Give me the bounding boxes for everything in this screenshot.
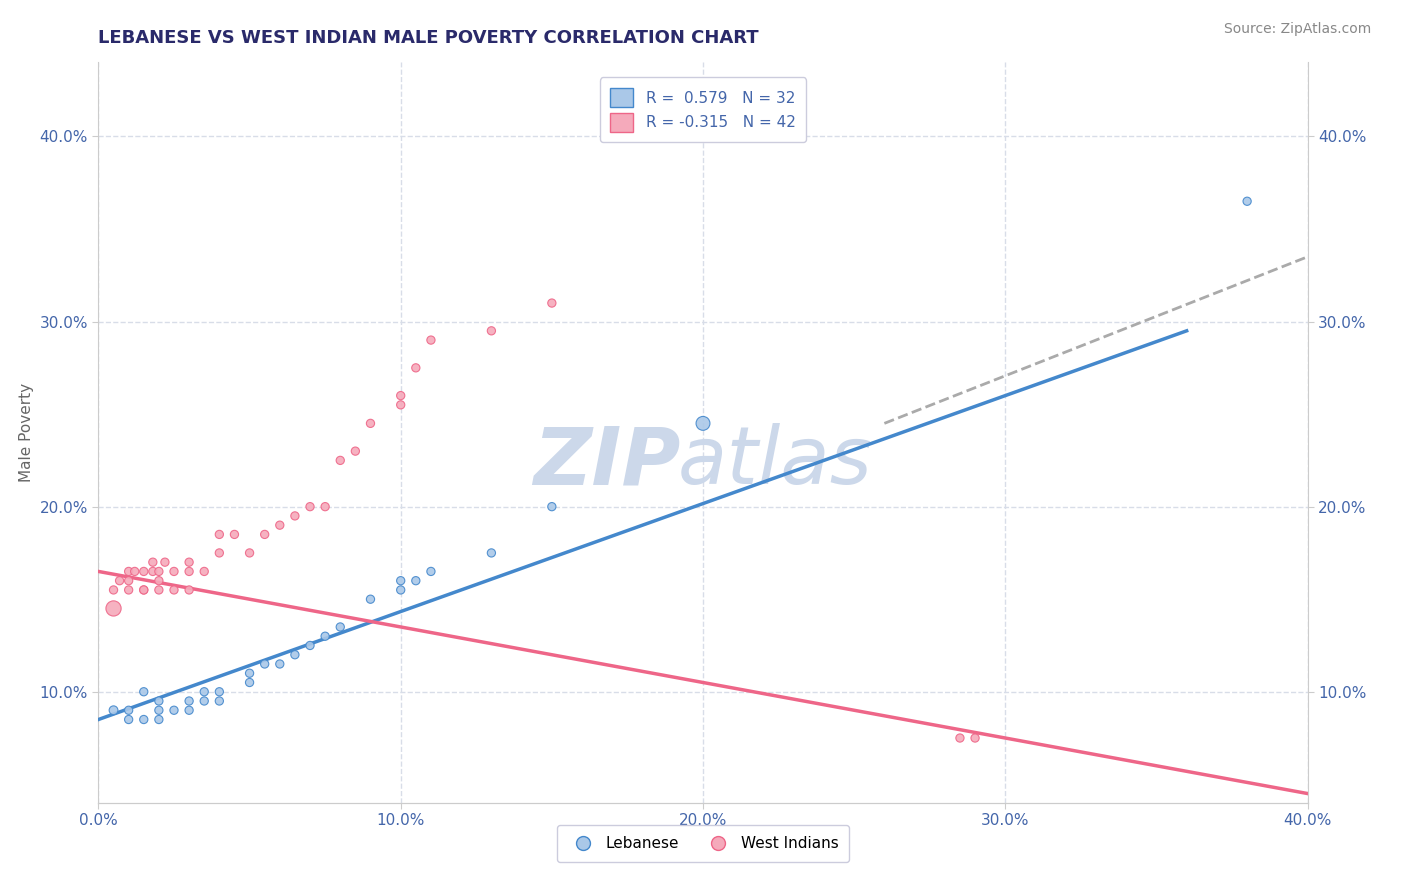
Point xyxy=(405,574,427,588)
Point xyxy=(420,333,443,347)
Point xyxy=(193,685,215,699)
Point xyxy=(389,398,412,412)
Point xyxy=(253,657,276,671)
Point xyxy=(148,694,170,708)
Point xyxy=(142,565,165,579)
Legend: Lebanese, West Indians: Lebanese, West Indians xyxy=(557,825,849,862)
Point xyxy=(314,500,336,514)
Point xyxy=(118,713,141,727)
Point xyxy=(132,582,155,597)
Point xyxy=(179,694,201,708)
Point xyxy=(949,731,972,745)
Text: LEBANESE VS WEST INDIAN MALE POVERTY CORRELATION CHART: LEBANESE VS WEST INDIAN MALE POVERTY COR… xyxy=(98,29,759,47)
Point xyxy=(108,574,131,588)
Point xyxy=(163,582,186,597)
Point xyxy=(118,703,141,717)
Point xyxy=(208,694,231,708)
Point xyxy=(405,360,427,375)
Point xyxy=(148,582,170,597)
Text: Source: ZipAtlas.com: Source: ZipAtlas.com xyxy=(1223,22,1371,37)
Point xyxy=(329,453,352,467)
Point xyxy=(360,417,382,431)
Text: ZIP: ZIP xyxy=(533,423,681,501)
Point xyxy=(481,546,503,560)
Point xyxy=(148,565,170,579)
Point xyxy=(148,713,170,727)
Point xyxy=(299,500,322,514)
Point xyxy=(389,389,412,403)
Point xyxy=(142,555,165,569)
Point xyxy=(420,565,443,579)
Point xyxy=(163,565,186,579)
Point xyxy=(118,565,141,579)
Point xyxy=(481,324,503,338)
Point xyxy=(103,582,125,597)
Point xyxy=(314,629,336,643)
Point xyxy=(208,546,231,560)
Point xyxy=(284,508,307,523)
Point xyxy=(360,592,382,607)
Point xyxy=(103,703,125,717)
Point xyxy=(344,444,367,458)
Point xyxy=(239,666,262,681)
Point xyxy=(965,731,987,745)
Point xyxy=(118,582,141,597)
Point xyxy=(208,685,231,699)
Point xyxy=(179,565,201,579)
Point xyxy=(179,703,201,717)
Point xyxy=(132,565,155,579)
Point xyxy=(179,555,201,569)
Point xyxy=(153,555,176,569)
Point xyxy=(284,648,307,662)
Point xyxy=(148,703,170,717)
Text: atlas: atlas xyxy=(678,423,873,501)
Point xyxy=(118,574,141,588)
Point xyxy=(132,713,155,727)
Point xyxy=(1236,194,1258,209)
Point xyxy=(299,639,322,653)
Point xyxy=(148,574,170,588)
Point xyxy=(132,685,155,699)
Point xyxy=(163,703,186,717)
Point xyxy=(224,527,246,541)
Point xyxy=(540,500,562,514)
Point xyxy=(193,565,215,579)
Point xyxy=(253,527,276,541)
Point xyxy=(179,582,201,597)
Point xyxy=(124,565,146,579)
Point xyxy=(239,546,262,560)
Point xyxy=(269,518,291,533)
Point xyxy=(692,417,714,431)
Point xyxy=(269,657,291,671)
Point xyxy=(389,574,412,588)
Point xyxy=(132,582,155,597)
Point xyxy=(103,601,125,615)
Y-axis label: Male Poverty: Male Poverty xyxy=(18,383,34,483)
Point xyxy=(193,694,215,708)
Point xyxy=(239,675,262,690)
Point xyxy=(389,582,412,597)
Point xyxy=(208,527,231,541)
Point xyxy=(329,620,352,634)
Point xyxy=(540,296,562,310)
